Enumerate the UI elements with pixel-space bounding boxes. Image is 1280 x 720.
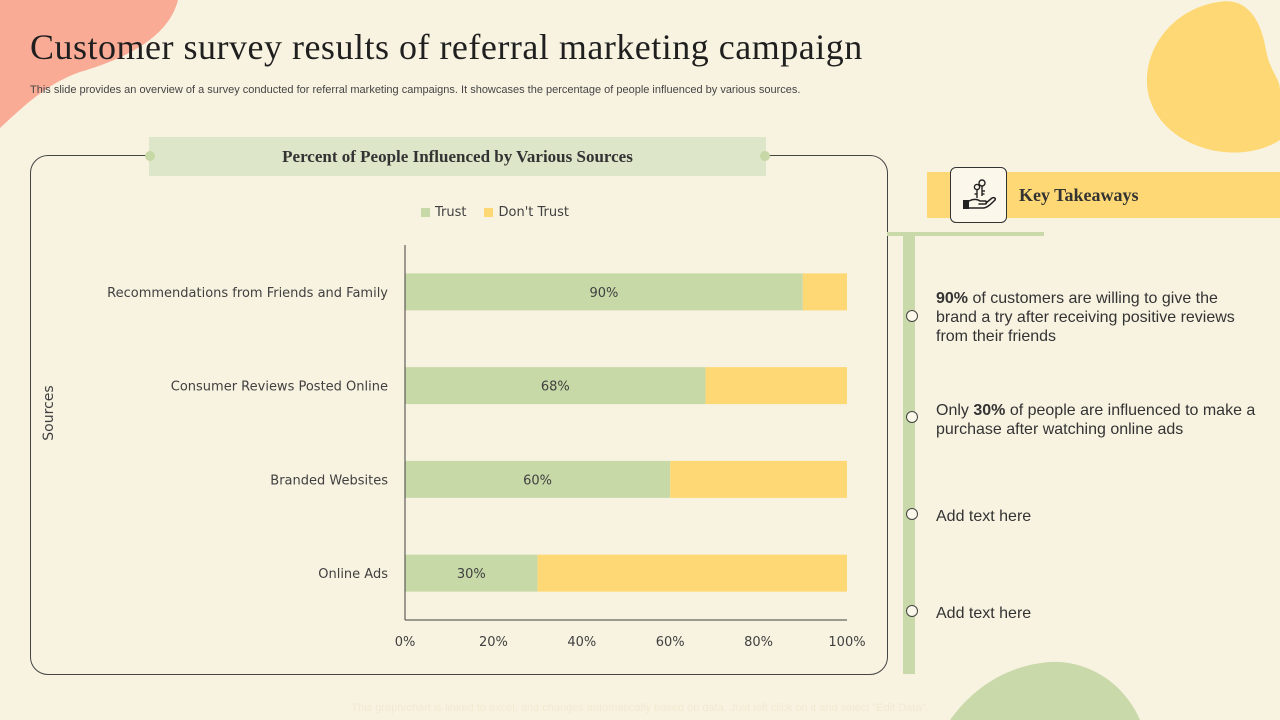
- takeaway-1-highlight: 90%: [936, 290, 969, 307]
- category-label-4: Online Ads: [318, 567, 388, 582]
- data-label-3: 60%: [523, 473, 552, 488]
- decorative-blob-yellow: [1146, 1, 1280, 153]
- chart-title-banner: Percent of People Influenced by Various …: [149, 137, 766, 176]
- decorative-blob-green: [950, 661, 1140, 720]
- legend-swatch-trust: [421, 208, 430, 217]
- chart-legend: Trust Don't Trust: [421, 205, 569, 220]
- hand-holding-keys-icon: [962, 179, 996, 209]
- data-label-1: 90%: [589, 286, 618, 301]
- takeaway-text-1: 90% of customers are willing to give the…: [936, 289, 1256, 346]
- category-label-2: Consumer Reviews Posted Online: [171, 380, 388, 395]
- x-tick-label-6: 100%: [828, 635, 865, 650]
- legend-label-trust: Trust: [435, 205, 467, 220]
- bar-dont-trust-1: [802, 273, 847, 311]
- legend-label-dont-trust: Don't Trust: [498, 205, 569, 220]
- legend-item-dont-trust: Don't Trust: [484, 205, 569, 220]
- legend-item-trust: Trust: [421, 205, 466, 220]
- bar-trust-2: [405, 367, 706, 405]
- bar-dont-trust-2: [705, 367, 847, 405]
- x-tick-label-5: 80%: [744, 635, 773, 650]
- takeaway-bullet-4: [906, 605, 918, 617]
- bar-trust-1: [405, 273, 803, 311]
- chart-title: Percent of People Influenced by Various …: [282, 146, 633, 166]
- bar-dont-trust-3: [670, 460, 847, 498]
- category-label-3: Branded Websites: [270, 473, 388, 488]
- x-tick-label-3: 40%: [567, 635, 596, 650]
- banner-dot-left: [145, 151, 155, 161]
- decorative-blob-salmon: [0, 0, 178, 128]
- page-title: Customer survey results of referral mark…: [30, 27, 863, 67]
- key-takeaways-title: Key Takeaways: [1019, 185, 1139, 205]
- takeaway-1-body: of customers are willing to give the bra…: [936, 290, 1235, 345]
- bar-dont-trust-4: [537, 554, 847, 592]
- key-takeaways-timeline: [903, 236, 915, 674]
- takeaway-text-4: Add text here: [936, 605, 1032, 622]
- takeaway-text-2: Only 30% of people are influenced to mak…: [936, 401, 1256, 439]
- x-tick-label-4: 60%: [656, 635, 685, 650]
- x-tick-label-1: 0%: [395, 635, 416, 650]
- key-takeaways-connector: [887, 232, 1044, 236]
- legend-swatch-dont-trust: [484, 208, 494, 217]
- bar-trust-3: [405, 460, 671, 498]
- takeaway-2-prefix: Only: [936, 402, 974, 419]
- footer-note: This graph/chart is linked to excel, and…: [351, 702, 929, 714]
- banner-dot-right: [760, 151, 770, 161]
- bar-trust-4: [405, 554, 538, 592]
- key-takeaways-icon-box: [950, 167, 1007, 223]
- data-label-4: 30%: [457, 567, 486, 582]
- takeaway-2-highlight: 30%: [973, 402, 1006, 419]
- category-label-1: Recommendations from Friends and Family: [107, 286, 388, 301]
- takeaway-2-body: of people are influenced to make a purch…: [936, 402, 1256, 438]
- takeaway-bullet-3: [906, 508, 918, 520]
- y-axis-title: Sources: [41, 385, 57, 440]
- page-subtitle: This slide provides an overview of a sur…: [30, 84, 801, 96]
- takeaway-bullet-1: [906, 310, 918, 322]
- takeaway-bullet-2: [906, 411, 918, 423]
- takeaway-text-3: Add text here: [936, 508, 1032, 525]
- x-tick-label-2: 20%: [479, 635, 508, 650]
- data-label-2: 68%: [541, 380, 570, 395]
